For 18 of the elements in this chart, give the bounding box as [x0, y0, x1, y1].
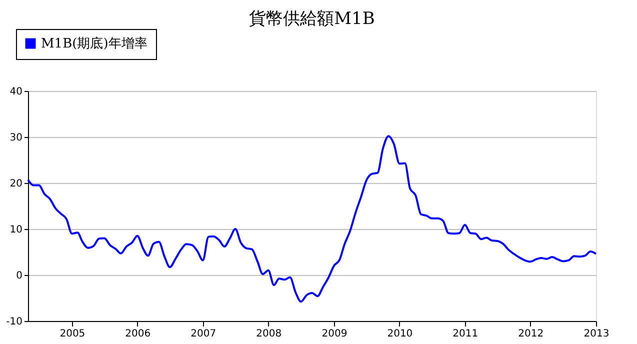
y-tick-label: 40	[10, 86, 22, 98]
x-tick-label: 2006	[125, 328, 151, 340]
chart-title: 貨幣供給額M1B	[249, 9, 375, 29]
y-tick-label: 20	[10, 178, 22, 190]
y-tick-label: 10	[10, 224, 22, 236]
x-tick-label: 2005	[60, 328, 86, 340]
y-tick-label: 0	[16, 270, 22, 282]
legend-label: M1B(期底)年增率	[41, 36, 148, 52]
x-tick-label: 2008	[256, 328, 282, 340]
x-tick-label: 2011	[452, 328, 478, 340]
x-tick-label: 2010	[387, 328, 413, 340]
x-tick-label: 2009	[322, 328, 348, 340]
x-tick-label: 2012	[518, 328, 544, 340]
line-series	[27, 135, 597, 303]
y-tick-label: -10	[6, 316, 22, 328]
x-tick-label: 2013	[584, 328, 610, 340]
y-tick-label: 30	[10, 132, 22, 144]
x-tick-label: 2007	[190, 328, 216, 340]
